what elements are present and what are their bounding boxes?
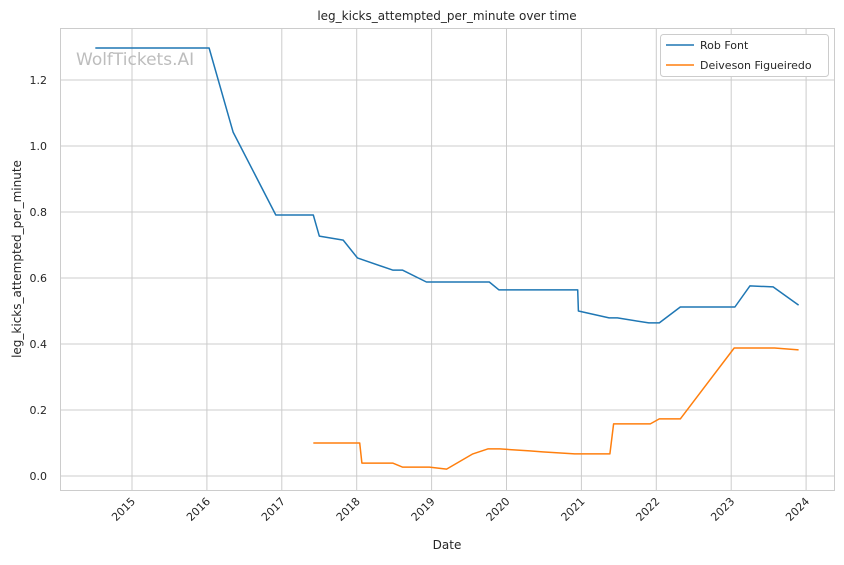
legend-label: Rob Font [700,39,749,52]
x-tick-label: 2016 [184,495,213,524]
x-tick-label: 2022 [633,495,662,524]
y-tick-label: 0.2 [30,404,48,417]
legend-box [660,34,829,77]
x-tick-label: 2018 [334,495,363,524]
y-tick-label: 1.2 [30,74,48,87]
x-tick-label: 2020 [484,495,513,524]
x-tick-label: 2017 [259,495,288,524]
x-tick-label: 2021 [559,495,588,524]
legend: Rob Font Deiveson Figueiredo [660,34,829,77]
x-tick-label: 2024 [783,495,812,524]
series-line-deiveson-figueiredo [313,347,799,470]
x-tick-label: 2019 [409,495,438,524]
y-tick-label: 0.6 [30,272,48,285]
chart-title: leg_kicks_attempted_per_minute over time [317,9,576,23]
y-tick-label: 0.8 [30,206,48,219]
x-tick-label: 2015 [109,495,138,524]
series-line-rob-font [95,47,800,324]
tick-labels: 2015 2016 2017 2018 2019 2020 2021 2022 2023 2024… [30,74,813,524]
watermark: WolfTickets.AI [76,50,194,70]
series-lines [95,47,800,470]
plot-frame [60,28,835,491]
y-axis-label: leg_kicks_attempted_per_minute [10,160,24,358]
legend-label: Deiveson Figueiredo [700,59,812,72]
y-tick-label: 1.0 [30,140,48,153]
y-tick-label: 0.4 [30,338,48,351]
x-axis-label: Date [433,538,462,552]
x-tick-label: 2023 [708,495,737,524]
y-tick-label: 0.0 [30,470,48,483]
grid [60,28,834,490]
